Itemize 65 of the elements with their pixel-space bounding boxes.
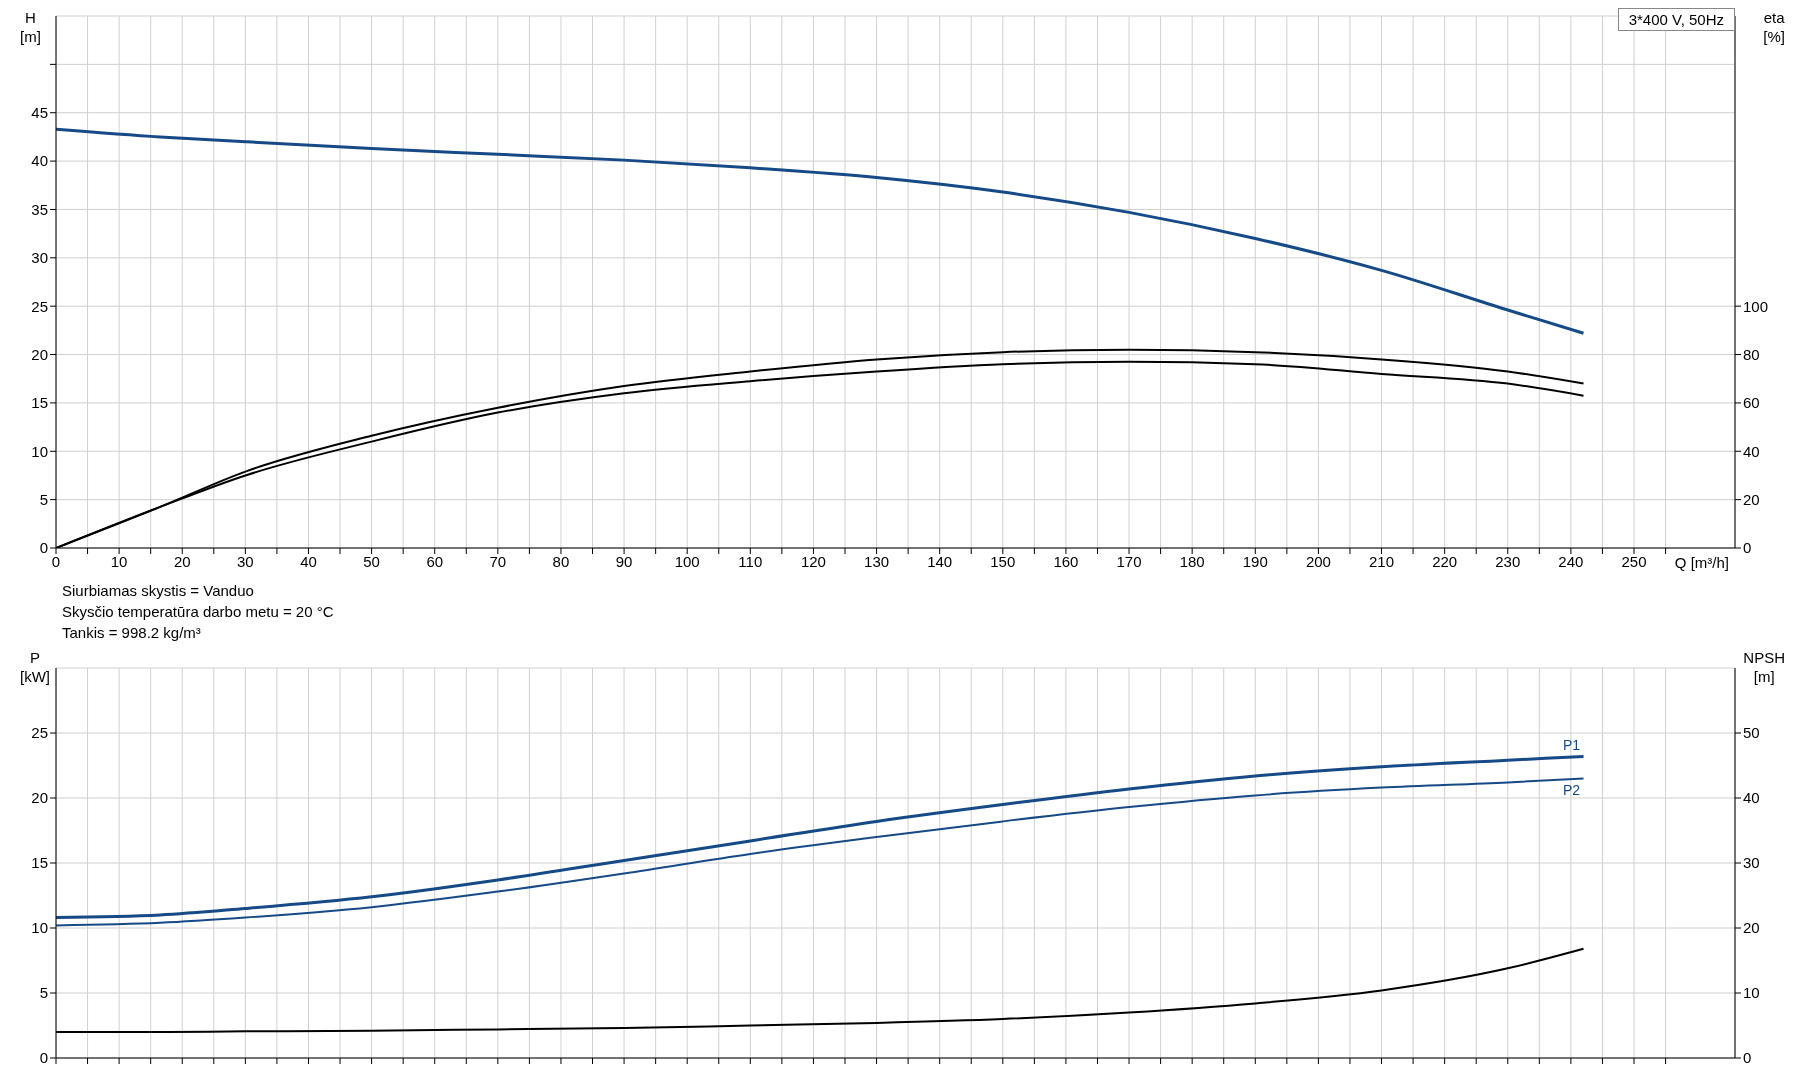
x-tick-label: 40 <box>300 552 317 570</box>
x-tick-label: 250 <box>1621 552 1647 570</box>
y2-tick-label: 60 <box>1743 394 1760 412</box>
x-tick-label: 110 <box>738 552 763 570</box>
y2-tick-label: 0 <box>1743 539 1752 557</box>
x-tick-label: 100 <box>674 552 700 570</box>
text: Tankis = 998.2 kg/m³ <box>62 623 202 643</box>
y-tick-label: 25 <box>31 724 48 742</box>
y2-tick-label: 40 <box>1743 442 1760 460</box>
series-label: P1 <box>1562 737 1581 754</box>
y-tick-label: 5 <box>39 984 48 1002</box>
x-axis-title: Q [m³/h] <box>1674 554 1729 571</box>
x-tick-label: 210 <box>1369 552 1395 570</box>
y2-tick-label: 40 <box>1743 789 1760 807</box>
y-tick-label: 15 <box>31 394 48 412</box>
y2-tick-label: 0 <box>1743 1049 1752 1067</box>
x-tick-label: 140 <box>927 552 953 570</box>
series-label: P2 <box>1562 781 1581 798</box>
y-tick-label: 35 <box>31 200 48 218</box>
x-tick-label: 220 <box>1432 552 1458 570</box>
y-tick-label: 0 <box>39 539 48 557</box>
y2-tick-label: 20 <box>1743 919 1760 937</box>
x-tick-label: 10 <box>110 552 128 570</box>
annotation: 3*400 V, 50Hz <box>1617 8 1735 31</box>
x-tick-label: 170 <box>1116 552 1142 570</box>
y-tick-label: 25 <box>31 297 48 315</box>
x-tick-label: 200 <box>1305 552 1331 570</box>
x-tick-label: 50 <box>363 552 380 570</box>
text: Siurbiamas skystis = Vanduo <box>62 581 255 601</box>
y2-axis-title: eta [%] <box>1763 8 1786 46</box>
y-tick-label: 20 <box>31 789 48 807</box>
y-tick-label: 10 <box>31 919 48 937</box>
x-tick-label: 70 <box>489 552 507 570</box>
x-tick-label: 230 <box>1495 552 1521 570</box>
x-tick-label: 120 <box>800 552 826 570</box>
y2-tick-label: 10 <box>1743 984 1760 1002</box>
y2-tick-label: 50 <box>1743 724 1760 742</box>
x-tick-label: 180 <box>1179 552 1205 570</box>
x-tick-label: 240 <box>1558 552 1584 570</box>
y-tick-label: 10 <box>31 442 48 460</box>
y-tick-label: 30 <box>31 249 48 267</box>
x-tick-label: 160 <box>1053 552 1079 570</box>
y-tick-label: 45 <box>31 104 48 122</box>
text: Skysčio temperatūra darbo metu = 20 °C <box>62 602 334 622</box>
x-tick-label: 60 <box>426 552 444 570</box>
y2-tick-label: 30 <box>1743 854 1760 872</box>
x-tick-label: 30 <box>237 552 254 570</box>
y2-tick-label: 80 <box>1743 345 1760 363</box>
x-tick-label: 80 <box>552 552 570 570</box>
x-tick-label: 0 <box>51 552 61 570</box>
y-axis-title: H [m] <box>20 8 41 46</box>
x-tick-label: 190 <box>1242 552 1268 570</box>
y-tick-label: 15 <box>31 854 48 872</box>
y-axis-title: P [kW] <box>20 648 50 686</box>
y2-tick-label: 20 <box>1743 490 1760 508</box>
x-tick-label: 130 <box>864 552 890 570</box>
y-tick-label: 20 <box>31 345 48 363</box>
y-tick-label: 40 <box>31 152 48 170</box>
y-tick-label: 0 <box>39 1049 48 1067</box>
y2-axis-title: NPSH [m] <box>1743 648 1785 686</box>
x-tick-label: 150 <box>990 552 1016 570</box>
y-tick-label: 5 <box>39 490 48 508</box>
x-tick-label: 20 <box>173 552 191 570</box>
x-tick-label: 90 <box>615 552 633 570</box>
y2-tick-label: 100 <box>1743 297 1769 315</box>
